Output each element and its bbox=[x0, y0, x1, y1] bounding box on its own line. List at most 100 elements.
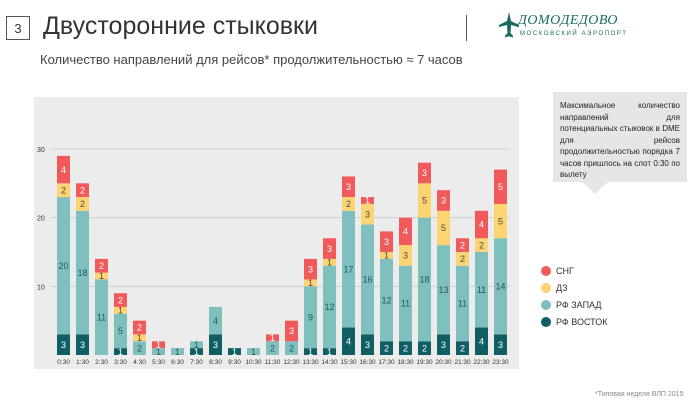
x-tick-label: 3:30 bbox=[114, 359, 127, 366]
x-tick-label: 1:30 bbox=[76, 359, 89, 366]
data-label: 1 bbox=[384, 251, 389, 261]
data-label: 2 bbox=[422, 343, 427, 353]
x-tick-label: 18:30 bbox=[397, 359, 414, 366]
data-label: 3 bbox=[498, 340, 503, 350]
bar-segment bbox=[114, 293, 127, 307]
data-label: 12 bbox=[324, 302, 334, 312]
data-label: 2 bbox=[80, 199, 85, 209]
data-label: 3 bbox=[61, 340, 66, 350]
data-label: 4 bbox=[346, 336, 351, 346]
bar-segment bbox=[304, 348, 317, 355]
bar-segment bbox=[475, 210, 488, 239]
data-label: 17 bbox=[343, 264, 353, 274]
bar-segment bbox=[361, 203, 374, 225]
bar-segment bbox=[361, 334, 374, 355]
bar-segment bbox=[475, 252, 488, 328]
x-tick-label: 0:30 bbox=[57, 359, 70, 366]
x-tick-label: 20:30 bbox=[435, 359, 452, 366]
bar-segment bbox=[475, 238, 488, 252]
bar-segment bbox=[475, 327, 488, 355]
x-tick-label: 9:30 bbox=[228, 359, 241, 366]
x-tick-label: 21:30 bbox=[454, 359, 471, 366]
bar-segment bbox=[76, 334, 89, 355]
bar-segment bbox=[437, 245, 450, 335]
data-label: 9 bbox=[308, 312, 313, 322]
bar-segment bbox=[456, 265, 469, 342]
data-label: 1 bbox=[156, 340, 161, 350]
bar-segment bbox=[494, 169, 507, 204]
legend-label: СНГ bbox=[556, 265, 574, 276]
bar-segment bbox=[285, 341, 298, 355]
footnote: *Типовая неделя ВЛП 2015 bbox=[595, 391, 684, 398]
bar-segment bbox=[494, 334, 507, 355]
logo-subtext: московский аэропорт bbox=[520, 31, 628, 37]
bar-segment bbox=[133, 320, 146, 335]
y-tick-label: 30 bbox=[37, 147, 45, 154]
bar-segment bbox=[133, 341, 146, 355]
data-label: 3 bbox=[422, 168, 427, 178]
data-label: 1 bbox=[137, 333, 142, 343]
data-label: 5 bbox=[118, 326, 123, 336]
bar-segment bbox=[342, 327, 355, 355]
data-label: 1 bbox=[251, 347, 256, 357]
data-label: 14 bbox=[495, 282, 505, 292]
data-label: 2 bbox=[61, 185, 66, 195]
data-label: 3 bbox=[346, 182, 351, 192]
bar-segment bbox=[456, 238, 469, 252]
data-label: 18 bbox=[77, 268, 87, 278]
bar-segment bbox=[418, 217, 431, 342]
data-label: 4 bbox=[403, 227, 408, 237]
data-label: 4 bbox=[479, 336, 484, 346]
bar-segment bbox=[418, 183, 431, 218]
data-label: 4 bbox=[213, 316, 218, 326]
data-label: 1 bbox=[308, 347, 313, 357]
bar-segment bbox=[456, 341, 469, 355]
x-tick-label: 19:30 bbox=[416, 359, 433, 366]
stacked-bar-chart: 102030320240:30318221:3011122:3015123:30… bbox=[37, 147, 510, 366]
bar-segment bbox=[95, 258, 108, 273]
bar-segment bbox=[323, 265, 336, 349]
bar-segment bbox=[342, 197, 355, 211]
data-label: 2 bbox=[289, 343, 294, 353]
data-label: 1 bbox=[308, 278, 313, 288]
data-label: 3 bbox=[384, 237, 389, 247]
data-label: 3 bbox=[308, 264, 313, 274]
legend-item: СНГ bbox=[541, 262, 608, 279]
plane-icon bbox=[499, 12, 519, 38]
legend-item: РФ ВОСТОК bbox=[541, 313, 608, 330]
data-label: 2 bbox=[137, 323, 142, 333]
bar-segment bbox=[399, 217, 412, 246]
slide-number: 3 bbox=[6, 16, 30, 40]
data-label: 18 bbox=[419, 275, 429, 285]
chart-subtitle: Количество направлений для рейсов* продо… bbox=[40, 52, 463, 67]
data-label: 2 bbox=[403, 343, 408, 353]
bar-segment bbox=[342, 210, 355, 328]
legend-swatch bbox=[541, 282, 551, 293]
bar-segment bbox=[456, 252, 469, 266]
x-tick-label: 4:30 bbox=[133, 359, 146, 366]
data-label: 5 bbox=[422, 196, 427, 206]
data-label: 3 bbox=[327, 244, 332, 254]
data-label: 2 bbox=[479, 240, 484, 250]
bar-segment bbox=[152, 341, 165, 349]
data-label: 2 bbox=[460, 254, 465, 264]
data-label: 3 bbox=[213, 340, 218, 350]
logo-text: ДОМОДЕДОВО bbox=[518, 13, 618, 28]
data-label: 2 bbox=[346, 199, 351, 209]
bar-segment bbox=[304, 279, 317, 287]
bar-segment bbox=[76, 197, 89, 211]
data-label: 3 bbox=[289, 326, 294, 336]
data-label: 1 bbox=[194, 340, 199, 350]
bar-segment bbox=[399, 341, 412, 355]
bar-segment bbox=[361, 224, 374, 335]
data-label: 2 bbox=[137, 343, 142, 353]
y-tick-label: 10 bbox=[37, 284, 45, 291]
bar-segment bbox=[304, 258, 317, 280]
bar-segment bbox=[209, 306, 222, 335]
bar-segment bbox=[418, 341, 431, 355]
data-label: 1 bbox=[270, 333, 275, 343]
x-tick-label: 17:30 bbox=[378, 359, 395, 366]
bar-segment bbox=[380, 252, 393, 259]
bar-segment bbox=[399, 265, 412, 342]
bar-segment bbox=[266, 334, 279, 342]
